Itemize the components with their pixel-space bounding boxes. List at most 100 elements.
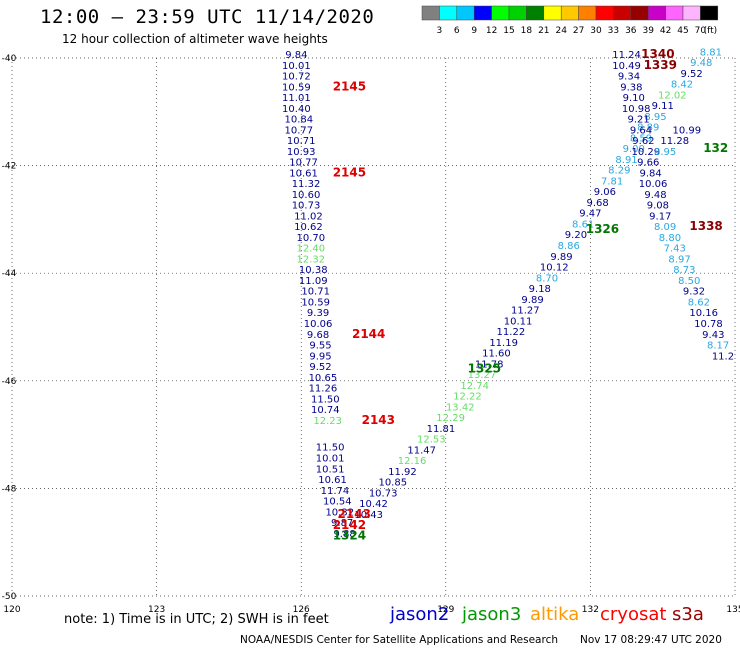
x-tick-label: 132 [582,605,599,615]
data-point-label: 9.48 [690,58,712,69]
data-point-label: 10.01 [316,454,345,465]
legend-label: 6 [454,26,460,36]
y-tick-label: -42 [2,162,17,172]
data-point-label: 8.97 [668,254,690,265]
satellite-legend-altika: altika [530,604,580,625]
data-point-label: 10.61 [318,475,347,486]
data-point-label: 9.00 [623,144,645,155]
data-point-label: 8.61 [572,219,594,230]
data-point-label: 8.29 [608,166,630,177]
footer-credit: NOAA/NESDIS Center for Satellite Applica… [240,634,558,646]
data-point-label: 9.68 [586,198,608,209]
data-point-label: 11.78 [475,359,504,370]
data-point-label: 8.95 [654,147,676,158]
legend-label: 21 [538,26,549,36]
data-point-label: 12.53 [417,435,446,446]
data-point-label: 10.01 [282,61,311,72]
data-point-label: 8.86 [558,241,580,252]
y-tick-label: -40 [2,54,17,64]
data-point-label: 10.06 [304,319,333,330]
data-point-label: 9.34 [618,72,640,83]
legend-label: 9 [471,26,477,36]
data-point-label: 9.68 [307,330,329,341]
data-point-label: 10.32 [325,507,354,518]
data-point-label: 10.99 [672,125,701,136]
legend-label: 70 [695,26,707,36]
footer-timestamp: Nov 17 08:29:47 UTC 2020 [580,634,722,646]
data-point-label: 8.17 [707,341,729,352]
data-point-label: 9.52 [309,362,331,373]
data-point-label: 13.27 [468,370,497,381]
data-point-label: 9.08 [647,201,669,212]
legend-unit: (ft) [704,26,718,36]
data-point-label: 8.95 [644,112,666,123]
data-point-label: 9.52 [680,69,702,80]
x-tick-label: 126 [293,605,310,615]
data-point-label: 9.11 [652,101,674,112]
data-point-label: 10.59 [301,297,330,308]
time-annotation: 2145 [333,79,366,93]
data-point-label: 8.80 [659,233,681,244]
data-point-label: 9.38 [620,82,642,93]
data-point-label: 10.40 [282,104,311,115]
legend-label: 3 [437,26,443,36]
data-point-label: 10.77 [284,125,313,136]
data-point-label: 10.78 [694,319,723,330]
data-point-label: 11.60 [482,349,511,360]
data-point-label: 8.91 [615,155,637,166]
data-point-label: 10.49 [612,61,641,72]
legend-label: 42 [660,26,671,36]
data-point-label: 10.70 [297,233,326,244]
data-point-label: 10.42 [359,499,388,510]
x-tick-label: 123 [148,605,165,615]
time-annotation: 2143 [338,507,371,521]
satellite-legend-s3a: s3a [672,604,704,625]
data-point-label: 10.62 [294,222,323,233]
data-point-label: 10.73 [292,201,321,212]
data-point-label: 10.06 [639,179,668,190]
time-annotation: 1325 [468,362,501,376]
x-tick-label: 120 [3,605,20,615]
data-point-label: 10.84 [284,115,313,126]
data-point-label: 10.65 [309,373,338,384]
legend-label: 45 [677,26,688,36]
time-annotation: 1339 [644,58,677,72]
data-point-label: 12.22 [453,392,482,403]
legend-label: 15 [503,26,514,36]
data-point-label: 10.74 [311,405,340,416]
data-point-label: 10.77 [289,158,318,169]
data-point-label: 11.09 [299,276,328,287]
data-point-label: 11.26 [309,384,338,395]
data-point-label: 9.32 [683,287,705,298]
time-annotation: 1340 [641,47,674,61]
data-point-label: 10.85 [378,478,407,489]
data-point-label: 13.42 [446,402,475,413]
data-point-label: 12.29 [436,413,465,424]
data-point-label: 11.24 [612,50,641,61]
y-tick-label: -48 [2,484,17,494]
data-point-label: 11.32 [292,179,321,190]
data-point-label: 9.20 [565,230,587,241]
data-point-label: 11.81 [427,424,456,435]
legend-label: 12 [486,26,497,36]
data-point-label: 10.61 [289,168,318,179]
data-point-label: 11.2 [712,351,734,362]
data-point-label: 12.16 [398,456,427,467]
data-point-label: 8.59 [630,133,652,144]
data-point-label: 10.71 [301,287,330,298]
data-point-label: 11.01 [282,93,311,104]
data-point-label: 9.55 [309,341,331,352]
satellite-legend-jason2: jason2 [390,604,450,625]
data-point-label: 8.70 [536,273,558,284]
data-point-label: 9.87 [331,518,353,529]
data-point-label: 11.27 [511,306,540,317]
legend-label: 24 [555,26,567,36]
data-point-label: 9.10 [623,93,645,104]
data-point-label: 10.43 [354,510,383,521]
data-point-label: 8.81 [700,47,722,58]
data-point-label: 10.72 [282,72,311,83]
satellite-legend-cryosat: cryosat [600,604,667,625]
data-point-label: 9.89 [521,295,543,306]
time-annotation: 2143 [362,413,395,427]
